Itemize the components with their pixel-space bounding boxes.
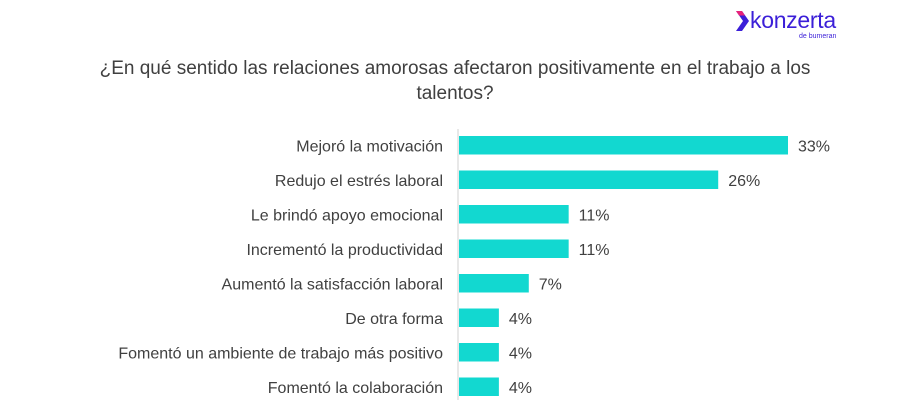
category-label: Aumentó la satisfacción laboral — [222, 276, 443, 293]
value-label: 11% — [579, 207, 610, 224]
bar — [459, 308, 499, 327]
value-label: 11% — [579, 242, 610, 259]
value-label: 26% — [728, 173, 760, 190]
category-label: Mejoró la motivación — [296, 138, 443, 155]
bar — [459, 170, 719, 189]
value-label: 4% — [509, 380, 532, 397]
bar — [459, 205, 569, 224]
category-label: Le brindó apoyo emocional — [251, 207, 443, 224]
bar — [459, 377, 499, 396]
brand-name: konzerta — [750, 7, 836, 33]
value-label: 4% — [509, 345, 532, 362]
category-label: De otra forma — [345, 311, 443, 328]
bar — [459, 136, 788, 155]
chevron-logo-icon — [736, 11, 749, 31]
category-label: Fomentó la colaboración — [268, 380, 443, 397]
konzerta-logo: konzerta de bumeran — [734, 7, 846, 44]
value-label: 7% — [539, 276, 562, 293]
bar — [459, 239, 569, 258]
category-label: Fomentó un ambiente de trabajo más posit… — [118, 345, 443, 362]
bar — [459, 274, 529, 293]
category-label: Redujo el estrés laboral — [275, 173, 443, 190]
chart-title: ¿En qué sentido las relaciones amorosas … — [99, 58, 811, 104]
brand-tagline: de bumeran — [799, 33, 837, 40]
value-label: 4% — [509, 311, 532, 328]
value-label: 33% — [798, 138, 830, 155]
category-label: Incrementó la productividad — [246, 242, 443, 259]
bar — [459, 343, 499, 362]
